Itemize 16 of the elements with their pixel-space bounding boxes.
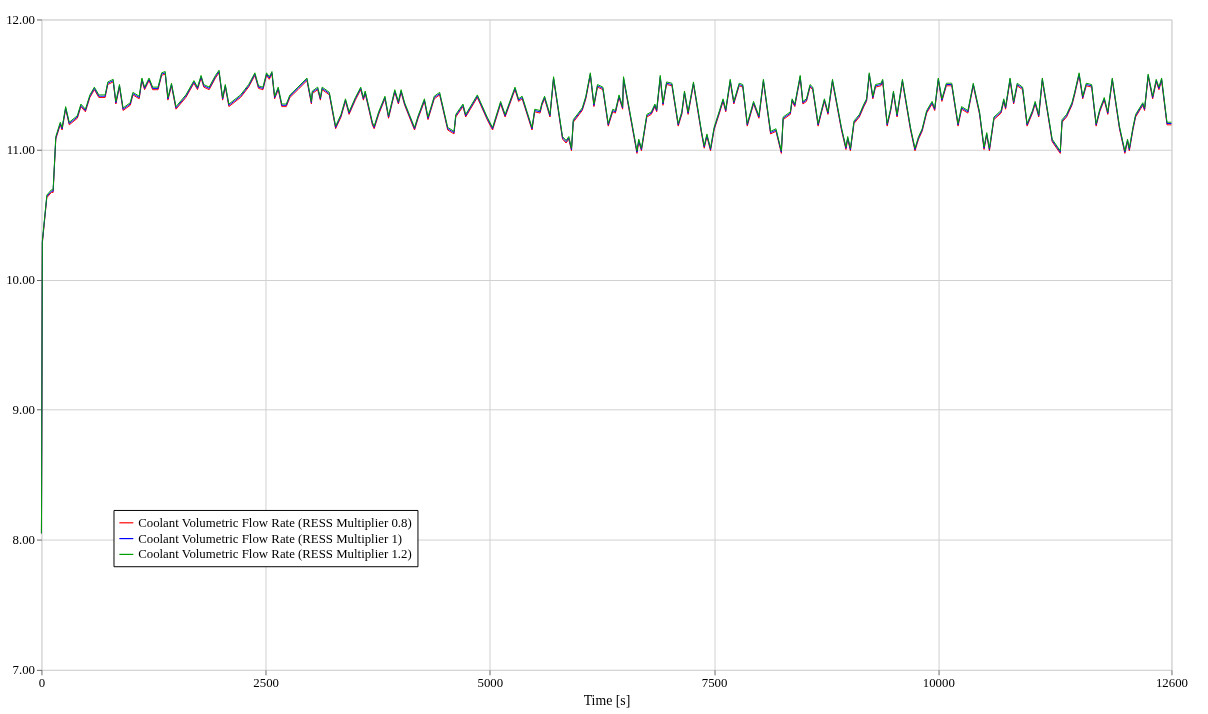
x-tick-label: 12600: [1155, 676, 1189, 691]
x-tick-label: 2500: [253, 676, 279, 691]
y-tick-label: 11.00: [6, 142, 36, 157]
x-tick-label: 0: [38, 676, 46, 691]
x-tick-label: 7500: [701, 676, 728, 691]
y-tick-label: 8.00: [12, 533, 36, 548]
legend-label: Coolant Volumetric Flow Rate (RESS Multiplier 0.8): [138, 515, 412, 530]
y-tick-label: 12.00: [6, 12, 36, 27]
legend-label: Coolant Volumetric Flow Rate (RESS Multiplier 1.2): [138, 547, 412, 562]
y-tick-label: 7.00: [12, 663, 36, 678]
x-tick-label: 5000: [477, 676, 504, 691]
y-tick-label: 9.00: [12, 403, 36, 418]
y-tick-label: 10.00: [6, 273, 36, 288]
legend-label: Coolant Volumetric Flow Rate (RESS Multiplier 1): [138, 531, 403, 546]
x-tick-label: 10000: [922, 676, 955, 691]
x-axis-title: Time [s]: [583, 692, 631, 708]
